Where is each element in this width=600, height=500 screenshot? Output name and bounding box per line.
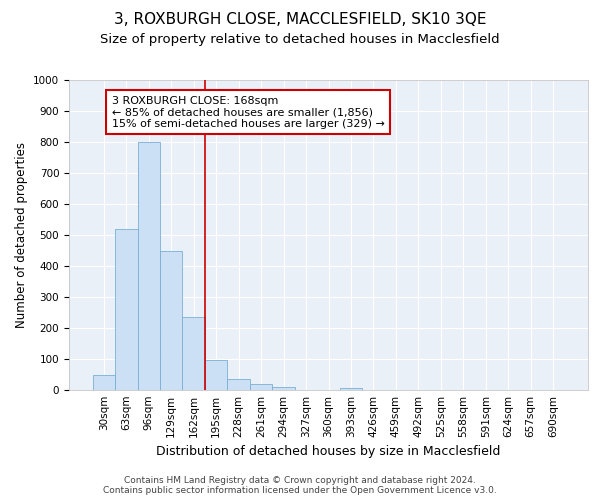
Bar [272,387,295,390]
Bar [137,142,160,390]
Text: Size of property relative to detached houses in Macclesfield: Size of property relative to detached ho… [100,32,500,46]
Bar [205,360,227,390]
Bar [92,374,115,390]
Text: 3 ROXBURGH CLOSE: 168sqm
← 85% of detached houses are smaller (1,856)
15% of sem: 3 ROXBURGH CLOSE: 168sqm ← 85% of detach… [112,96,385,128]
Bar [115,229,137,390]
Bar [340,388,362,390]
Text: 3, ROXBURGH CLOSE, MACCLESFIELD, SK10 3QE: 3, ROXBURGH CLOSE, MACCLESFIELD, SK10 3Q… [114,12,486,28]
Bar [227,379,250,390]
Text: Contains HM Land Registry data © Crown copyright and database right 2024.
Contai: Contains HM Land Registry data © Crown c… [103,476,497,495]
Bar [160,252,182,390]
Bar [250,384,272,390]
Bar [182,316,205,390]
Y-axis label: Number of detached properties: Number of detached properties [14,142,28,328]
X-axis label: Distribution of detached houses by size in Macclesfield: Distribution of detached houses by size … [157,446,500,458]
